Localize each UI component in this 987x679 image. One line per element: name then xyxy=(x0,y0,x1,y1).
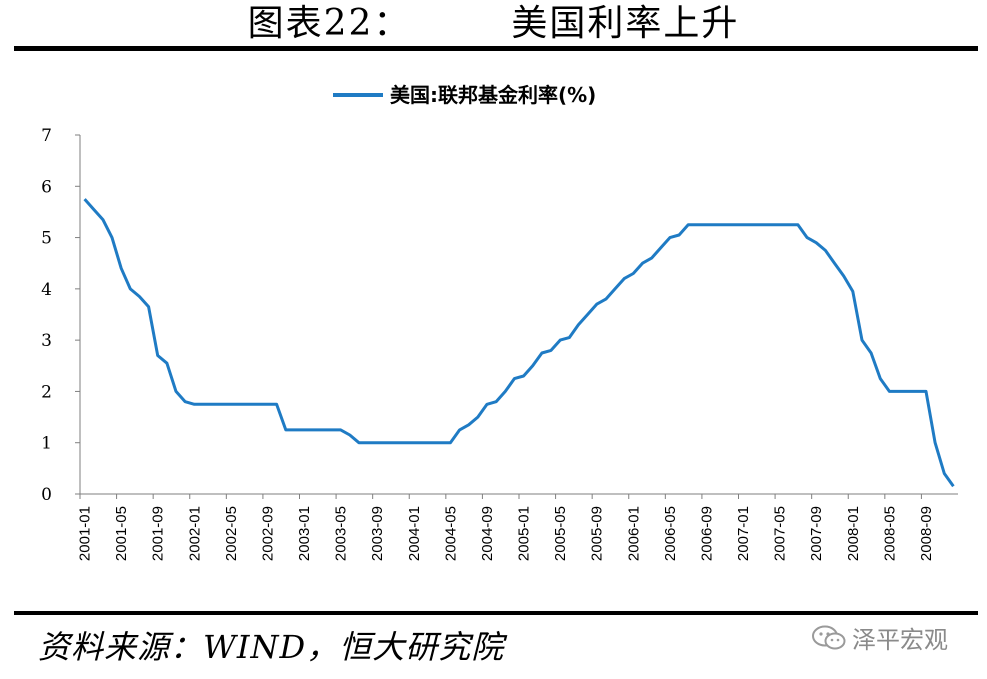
x-tick-label: 2008-05 xyxy=(881,506,898,561)
y-tick-label: 5 xyxy=(41,229,52,249)
x-tick-label: 2004-05 xyxy=(442,506,459,561)
x-tick-label: 2005-01 xyxy=(516,506,533,561)
x-tick-label: 2002-01 xyxy=(186,506,203,561)
y-tick-label: 7 xyxy=(41,126,52,146)
source-note: 资料来源：WIND，恒大研究院 xyxy=(38,628,505,666)
x-tick-label: 2007-09 xyxy=(808,506,825,561)
y-tick-label: 2 xyxy=(41,382,52,402)
y-tick-label: 6 xyxy=(41,177,52,197)
legend-label: 美国:联邦基金利率(%) xyxy=(390,83,596,107)
x-tick-label: 2004-01 xyxy=(406,506,423,561)
x-tick-label: 2007-01 xyxy=(735,506,752,561)
x-axis-ticks: 2001-01 2001-05 2001-09 2002-01 2002-05 2002-… xyxy=(77,494,935,561)
y-tick-label: 0 xyxy=(41,485,52,505)
x-tick-label: 2004-09 xyxy=(479,506,496,561)
x-tick-label: 2002-09 xyxy=(259,506,276,561)
y-tick-label: 1 xyxy=(41,434,52,454)
series-line xyxy=(83,198,955,488)
x-tick-label: 2006-05 xyxy=(662,506,679,561)
y-tick-label: 3 xyxy=(41,331,52,351)
wechat-icon xyxy=(812,625,846,649)
top-rule xyxy=(14,46,978,51)
x-tick-label: 2003-05 xyxy=(333,506,350,561)
chart-heading: 美国利率上升 xyxy=(511,3,740,44)
x-tick-label: 2006-09 xyxy=(698,506,715,561)
x-tick-label: 2003-01 xyxy=(296,506,313,561)
y-axis-ticks: 0 1 2 3 4 5 6 7 xyxy=(41,126,80,505)
x-tick-label: 2005-05 xyxy=(552,506,569,561)
x-tick-label: 2001-05 xyxy=(113,506,130,561)
x-tick-label: 2001-01 xyxy=(77,506,94,561)
x-tick-label: 2003-09 xyxy=(369,506,386,561)
x-tick-label: 2002-05 xyxy=(223,506,240,561)
x-tick-label: 2008-01 xyxy=(845,506,862,561)
watermark-text: 泽平宏观 xyxy=(852,626,948,654)
x-tick-label: 2006-01 xyxy=(625,506,642,561)
watermark: 泽平宏观 xyxy=(812,620,948,655)
x-tick-label: 2001-09 xyxy=(150,506,167,561)
legend: 美国:联邦基金利率(%) xyxy=(333,83,596,107)
x-tick-label: 2007-05 xyxy=(772,506,789,561)
figure-title: 图表22： 美国利率上升 xyxy=(0,2,987,46)
figure-label: 图表22： xyxy=(247,3,412,44)
bottom-rule xyxy=(14,611,978,615)
x-tick-label: 2008-09 xyxy=(918,506,935,561)
series-layer xyxy=(83,198,955,488)
x-tick-label: 2005-09 xyxy=(589,506,606,561)
y-tick-label: 4 xyxy=(41,280,52,300)
